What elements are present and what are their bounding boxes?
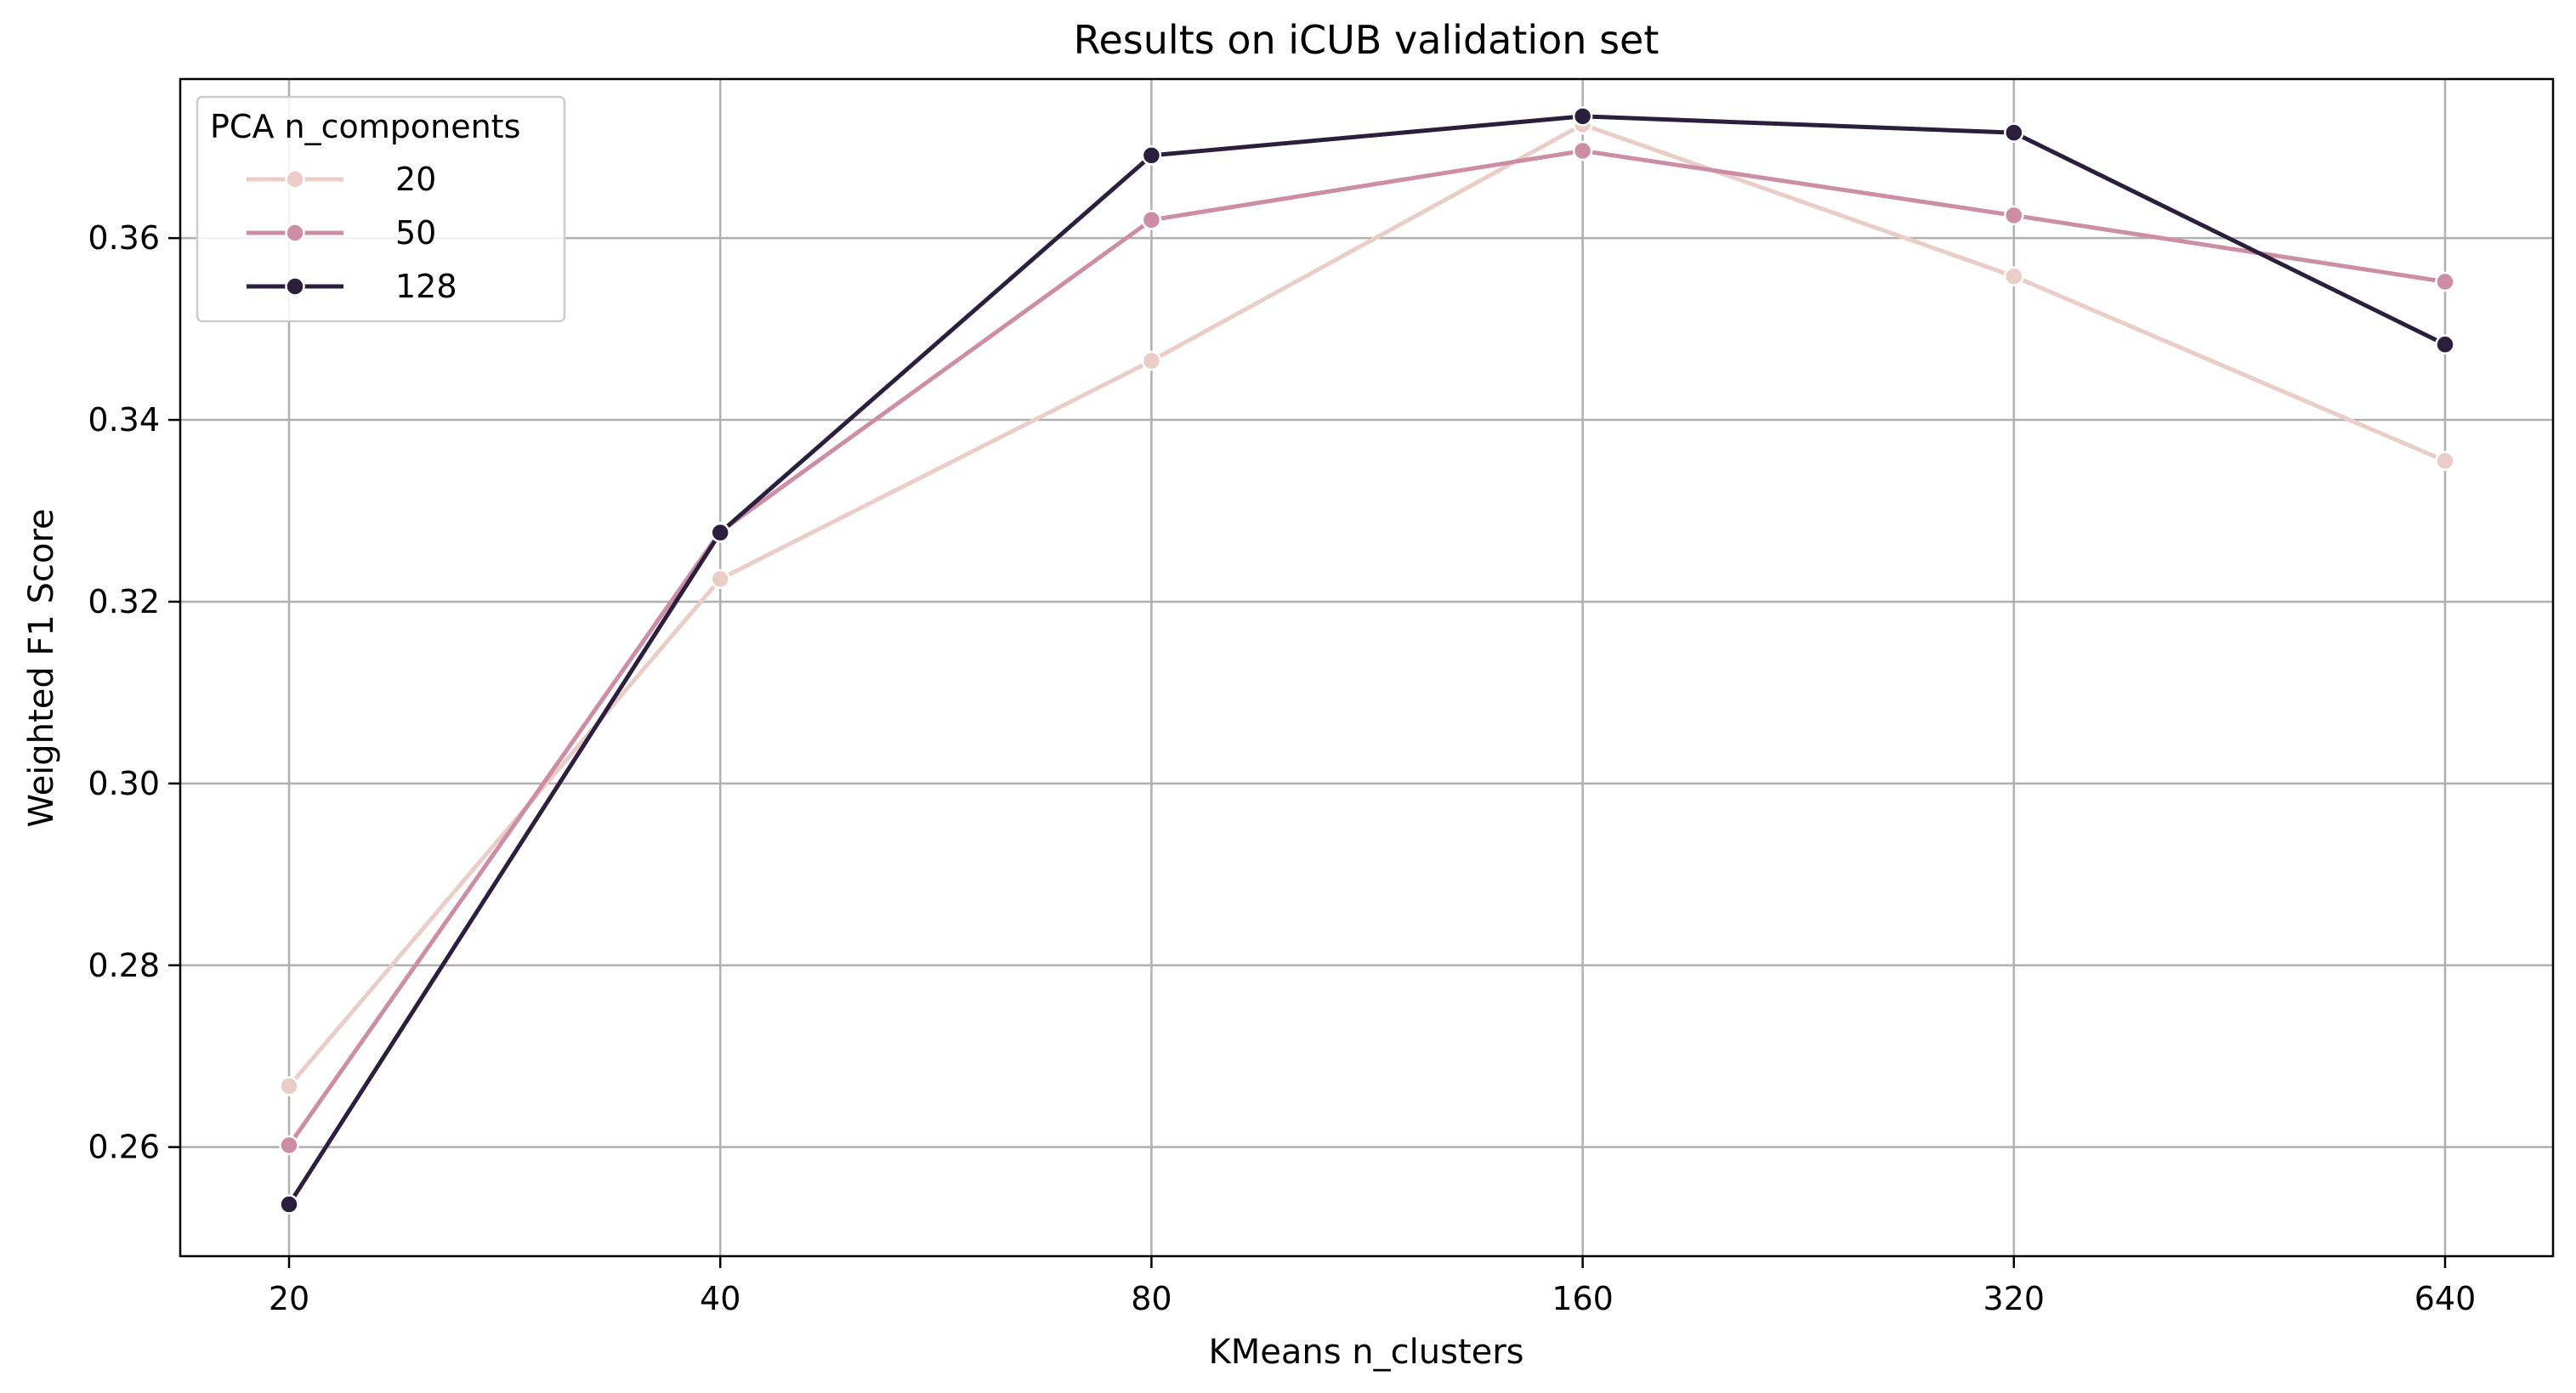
x-tick-label: 80 xyxy=(1131,1280,1172,1317)
series-line xyxy=(287,122,2446,1088)
data-point xyxy=(2004,266,2024,286)
data-point xyxy=(2004,122,2024,143)
plot-area-frame xyxy=(179,77,2555,1258)
legend-item: 128 xyxy=(247,268,457,305)
y-tick-label: 0.32 xyxy=(88,583,160,620)
data-point xyxy=(279,1194,299,1215)
legend-label: 50 xyxy=(395,214,436,252)
series-line xyxy=(287,148,2446,1147)
y-tick-label: 0.34 xyxy=(88,401,160,439)
data-point xyxy=(2004,205,2024,226)
x-tick-label: 640 xyxy=(2414,1280,2477,1317)
x-axis-label: KMeans n_clusters xyxy=(1209,1333,1524,1372)
y-tick-label: 0.28 xyxy=(88,947,160,984)
x-tick-label: 20 xyxy=(269,1280,309,1317)
y-tick-label: 0.36 xyxy=(88,219,160,257)
data-point xyxy=(1141,350,1162,371)
data-point xyxy=(1141,210,1162,230)
legend-marker xyxy=(285,276,305,297)
series-128 xyxy=(279,106,2455,1215)
y-axis-label: Weighted F1 Score xyxy=(22,508,61,827)
series-20 xyxy=(279,114,2455,1096)
axis-ticks: 20 40 80 160 320 640 0.26 0.28 0.30 0.32 0.34 0.36 xyxy=(88,219,2476,1317)
data-point xyxy=(2435,450,2455,471)
legend-box xyxy=(196,95,566,323)
data-point xyxy=(2435,334,2455,355)
grid-lines xyxy=(180,79,2553,1256)
x-tick-label: 160 xyxy=(1552,1280,1614,1317)
x-tick-label: 40 xyxy=(700,1280,740,1317)
data-point xyxy=(710,569,730,589)
y-tick-label: 0.30 xyxy=(88,765,160,802)
data-point xyxy=(1572,140,1593,161)
data-point xyxy=(2435,271,2455,292)
legend: PCA n_components 20 50 128 xyxy=(196,95,566,323)
legend-title: PCA n_components xyxy=(210,108,520,145)
legend-item: 50 xyxy=(247,214,436,252)
series-lines xyxy=(279,106,2455,1215)
legend-marker xyxy=(285,169,305,190)
legend-label: 20 xyxy=(395,161,436,198)
data-point xyxy=(1572,106,1593,127)
x-tick-label: 320 xyxy=(1983,1280,2045,1317)
series-line xyxy=(287,114,2447,1206)
data-point xyxy=(279,1135,299,1156)
chart-title: Results on iCUB validation set xyxy=(1074,17,1660,63)
legend-marker xyxy=(285,223,305,243)
data-point xyxy=(1141,145,1162,166)
data-point xyxy=(710,522,730,543)
data-point xyxy=(279,1076,299,1096)
y-tick-label: 0.26 xyxy=(88,1129,160,1166)
legend-item: 20 xyxy=(247,161,436,198)
legend-label: 128 xyxy=(395,268,457,305)
